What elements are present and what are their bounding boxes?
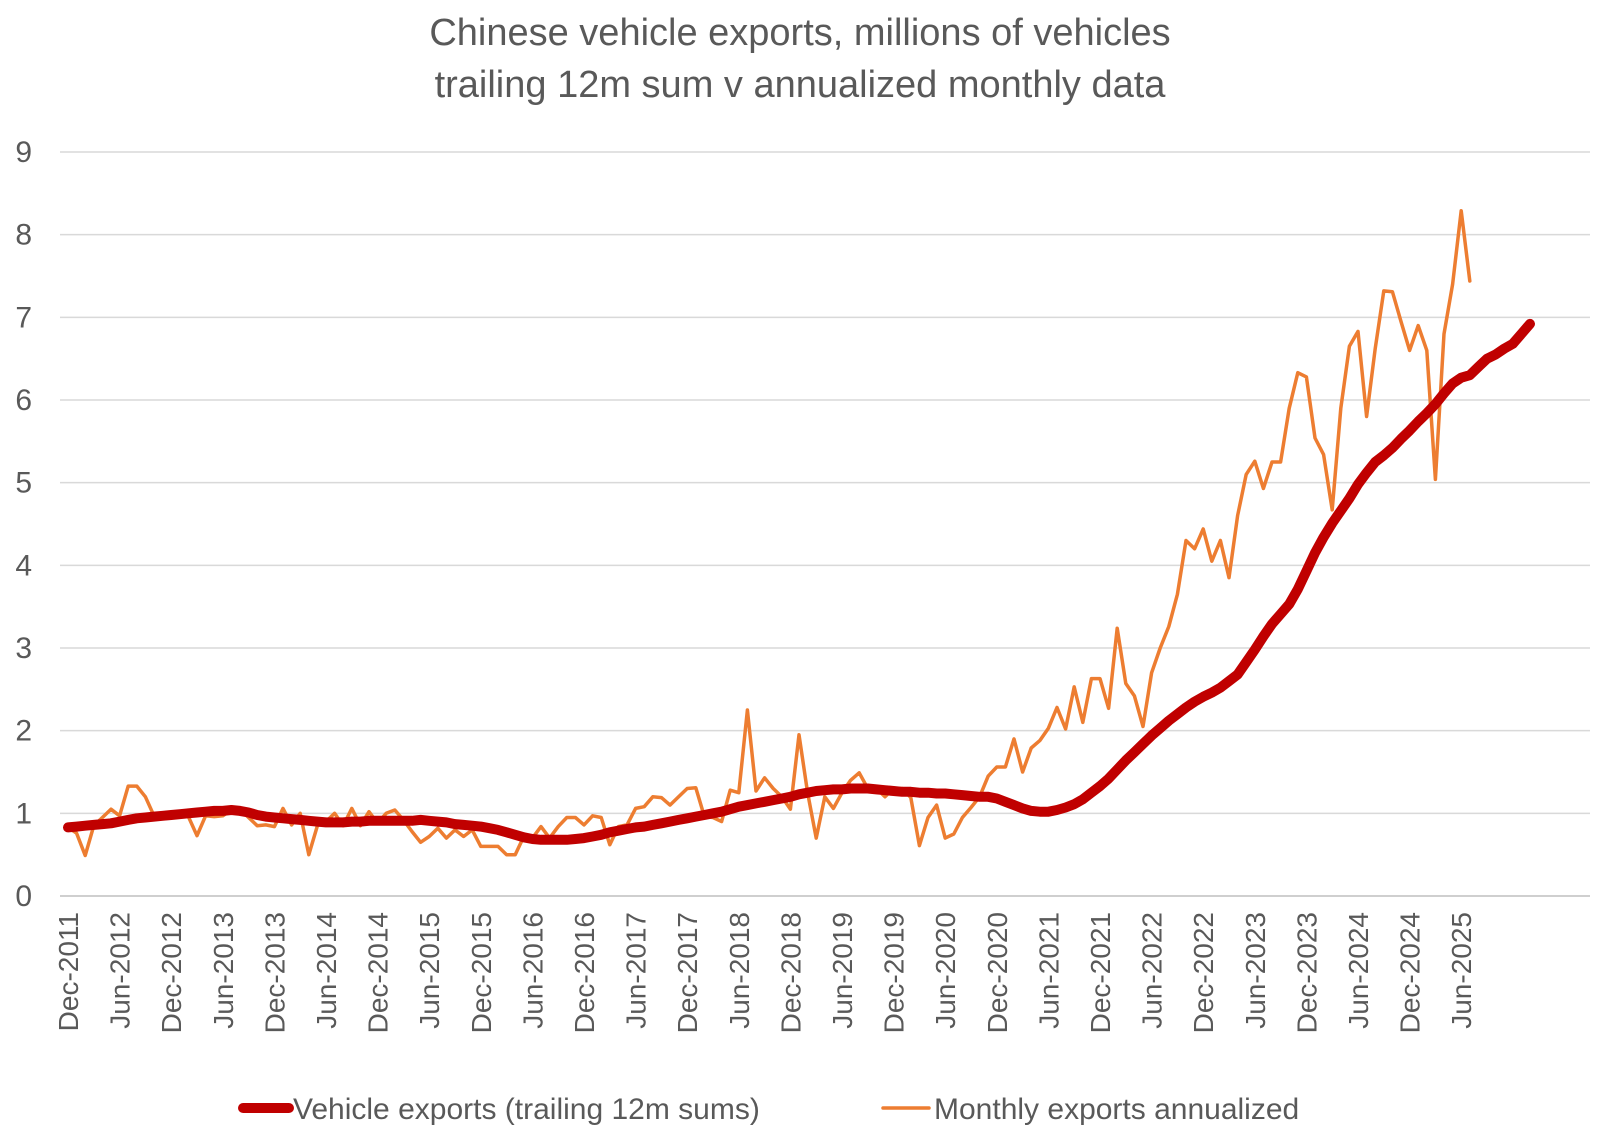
series-line-trailing-12m <box>63 318 1535 845</box>
chart-title: Chinese vehicle exports, millions of veh… <box>429 12 1171 54</box>
x-tick-label: Dec-2021 <box>1085 912 1116 1033</box>
x-tick-label: Dec-2011 <box>53 912 84 1031</box>
x-tick-label: Dec-2022 <box>1188 912 1219 1033</box>
y-tick-label: 3 <box>15 632 32 665</box>
x-tick-label: Jun-2022 <box>1137 912 1168 1029</box>
x-tick-label: Jun-2024 <box>1343 912 1374 1029</box>
y-tick-label: 4 <box>15 549 32 582</box>
x-tick-label: Jun-2020 <box>930 912 961 1029</box>
x-tick-label: Dec-2012 <box>156 912 187 1033</box>
legend-label: Monthly exports annualized <box>934 1093 1299 1126</box>
x-tick-label: Jun-2019 <box>827 912 858 1029</box>
x-tick-label: Jun-2017 <box>621 912 652 1029</box>
y-tick-label: 1 <box>15 797 32 830</box>
x-tick-label: Dec-2023 <box>1291 912 1322 1033</box>
x-tick-label: Dec-2013 <box>259 912 290 1033</box>
x-tick-label: Jun-2023 <box>1240 912 1271 1029</box>
y-tick-label: 9 <box>15 136 32 169</box>
x-tick-label: Dec-2020 <box>982 912 1013 1033</box>
x-tick-label: Dec-2018 <box>775 912 806 1033</box>
x-tick-label: Jun-2015 <box>414 912 445 1029</box>
x-tick-label: Jun-2021 <box>1033 912 1064 1029</box>
x-tick-label: Jun-2014 <box>311 912 342 1029</box>
x-tick-label: Dec-2017 <box>672 912 703 1033</box>
y-tick-label: 2 <box>15 715 32 748</box>
legend-label: Vehicle exports (trailing 12m sums) <box>293 1093 760 1126</box>
x-tick-label: Jun-2016 <box>517 912 548 1029</box>
y-tick-label: 0 <box>15 880 32 913</box>
x-tick-label: Dec-2016 <box>569 912 600 1033</box>
series-line-monthly-annualized <box>66 208 1472 858</box>
x-tick-label: Dec-2014 <box>363 912 394 1033</box>
x-tick-label: Dec-2015 <box>466 912 497 1033</box>
x-tick-label: Jun-2013 <box>208 912 239 1029</box>
y-tick-label: 8 <box>15 219 32 252</box>
x-tick-label: Jun-2018 <box>724 912 755 1029</box>
x-tick-label: Jun-2012 <box>105 912 136 1029</box>
chart-subtitle: trailing 12m sum v annualized monthly da… <box>434 64 1166 106</box>
y-tick-label: 7 <box>15 301 32 334</box>
y-tick-label: 6 <box>15 384 32 417</box>
x-tick-label: Dec-2019 <box>879 912 910 1033</box>
x-tick-label: Dec-2024 <box>1395 912 1426 1033</box>
x-tick-label: Jun-2025 <box>1446 912 1477 1029</box>
y-tick-label: 5 <box>15 467 32 500</box>
